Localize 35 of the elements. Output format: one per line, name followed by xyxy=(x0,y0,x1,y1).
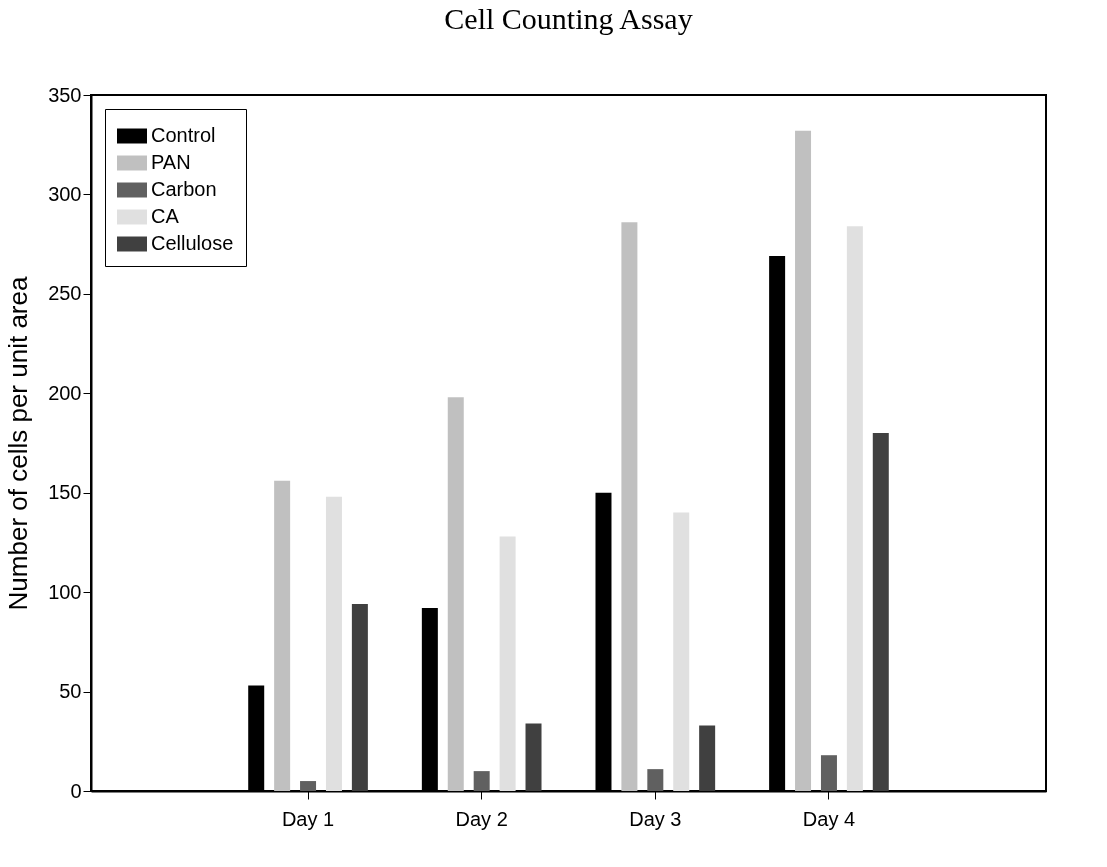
bar xyxy=(300,781,317,791)
bar xyxy=(647,769,664,791)
y-tick-label: 250 xyxy=(48,282,82,305)
y-tick-label: 0 xyxy=(70,779,82,802)
legend-label: Control xyxy=(151,124,216,146)
bar xyxy=(820,755,837,791)
legend-label: PAN xyxy=(151,151,191,173)
bar xyxy=(795,130,812,791)
bar xyxy=(699,725,716,791)
legend-label: Cellulose xyxy=(151,232,234,254)
x-tick-label: Day 2 xyxy=(455,807,508,830)
bar xyxy=(525,723,542,791)
chart-title: Cell Counting Assay xyxy=(444,2,693,35)
bar xyxy=(872,433,889,791)
bar xyxy=(499,536,516,791)
y-tick-label: 350 xyxy=(48,83,82,106)
legend-label: Carbon xyxy=(151,178,217,200)
y-tick-label: 50 xyxy=(59,680,82,703)
y-axis-title: Number of cells per unit area xyxy=(3,276,34,611)
y-tick-label: 300 xyxy=(48,182,82,205)
x-tick-label: Day 4 xyxy=(802,807,856,830)
x-tick-label: Day 1 xyxy=(281,807,335,830)
bar xyxy=(473,771,490,791)
bar xyxy=(351,604,368,791)
bar xyxy=(673,512,690,791)
bar xyxy=(325,496,342,791)
bar xyxy=(846,226,863,791)
y-tick-label: 200 xyxy=(48,381,82,404)
y-tick-label: 150 xyxy=(48,481,82,504)
y-tick-label: 100 xyxy=(48,580,82,603)
x-tick-label: Day 3 xyxy=(629,807,682,830)
bar xyxy=(447,397,464,791)
legend-label: CA xyxy=(151,205,180,227)
bar xyxy=(274,480,291,791)
bar xyxy=(621,222,638,791)
